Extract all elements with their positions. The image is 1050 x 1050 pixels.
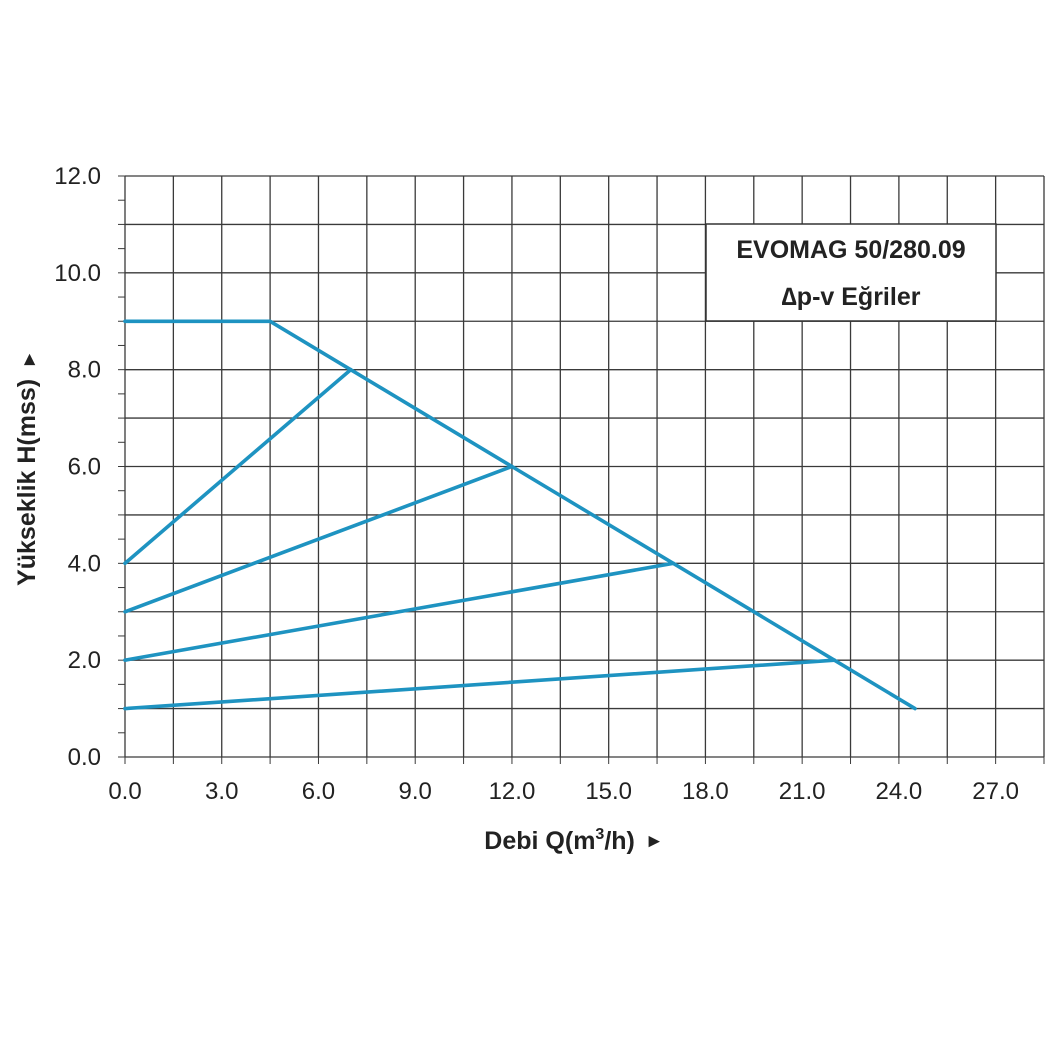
x-axis-title-main: Debi Q(m	[484, 827, 595, 855]
y-tick-label: 2.0	[68, 647, 101, 674]
x-tick-labels: 0.0 3.0 6.0 9.0 12.0 15.0 18.0 21.0 24.0 27.0	[108, 778, 1019, 805]
curves	[123, 319, 917, 711]
chart-subtitle: ∆p-v Eğriler	[782, 283, 921, 311]
y-tick-label: 8.0	[68, 357, 101, 384]
y-tick-label: 12.0	[54, 163, 101, 190]
x-tick-label: 12.0	[489, 778, 536, 805]
y-axis-title: Yükseklik H(mss) ►	[13, 350, 41, 586]
x-tick-label: 27.0	[972, 778, 1019, 805]
y-tick-label: 6.0	[68, 454, 101, 481]
x-tick-label: 18.0	[682, 778, 729, 805]
x-tick-label: 0.0	[108, 778, 141, 805]
y-axis-arrow-icon: ►	[19, 350, 40, 369]
legend-box: EVOMAG 50/280.09 ∆p-v Eğriler	[705, 223, 997, 322]
x-axis-title-sup: 3	[595, 826, 604, 843]
x-axis-title-end: /h)	[604, 827, 635, 855]
x-tick-label: 9.0	[399, 778, 432, 805]
y-tick-label: 0.0	[68, 744, 101, 771]
legend-frame	[705, 223, 997, 322]
x-tick-label: 15.0	[585, 778, 632, 805]
y-tick-labels: 0.0 2.0 4.0 6.0 8.0 10.0 12.0	[54, 163, 101, 771]
chart-title: EVOMAG 50/280.09	[736, 236, 965, 264]
grid	[118, 175, 1045, 764]
x-axis-arrow-icon: ►	[645, 831, 664, 852]
y-axis-title-main: Yükseklik H(mss)	[13, 379, 41, 586]
x-tick-label: 3.0	[205, 778, 238, 805]
x-tick-label: 21.0	[779, 778, 826, 805]
series-line-2	[123, 367, 353, 566]
x-tick-label: 24.0	[876, 778, 923, 805]
y-tick-label: 10.0	[54, 260, 101, 287]
x-axis-title: Debi Q(m3/h) ►	[484, 826, 663, 855]
x-tick-label: 6.0	[302, 778, 335, 805]
series-line-4	[123, 561, 676, 663]
series-line-5	[123, 658, 837, 711]
y-tick-label: 4.0	[68, 550, 101, 577]
series-line-3	[123, 464, 514, 614]
